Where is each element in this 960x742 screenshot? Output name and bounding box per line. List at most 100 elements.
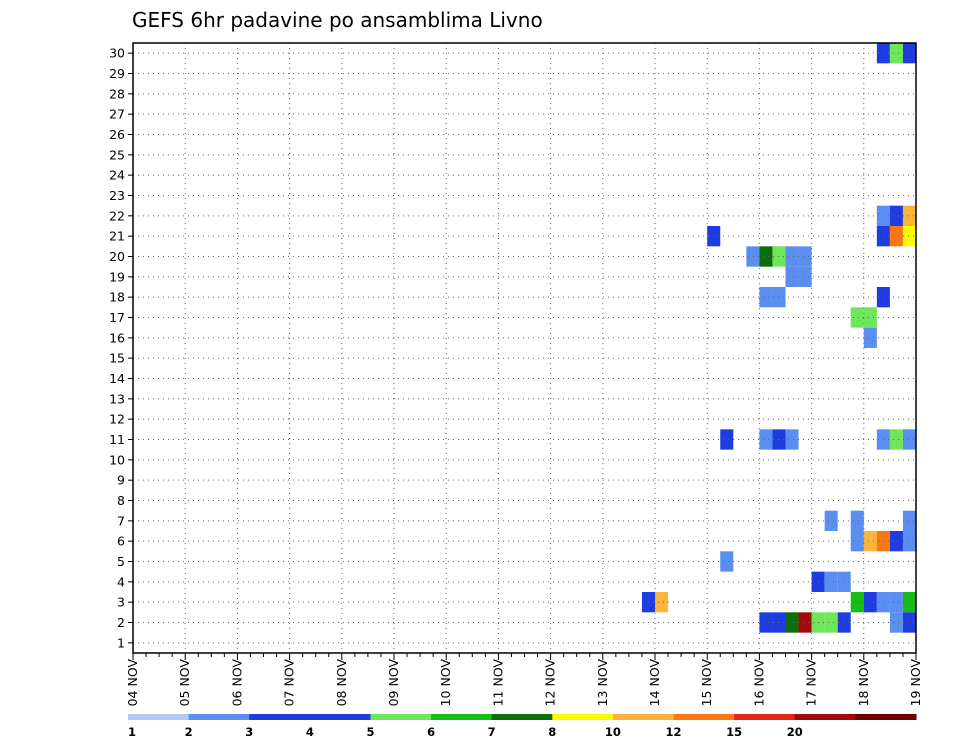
y-tick-label: 22 — [109, 208, 125, 223]
cell — [759, 612, 773, 633]
cell — [655, 592, 669, 613]
cell — [720, 429, 734, 450]
cell — [824, 571, 838, 592]
colorbar-label: 15 — [726, 725, 742, 739]
y-tick-label: 3 — [117, 595, 125, 610]
y-tick-label: 12 — [109, 412, 125, 427]
y-tick-label: 2 — [117, 615, 125, 630]
colorbar-label: 7 — [488, 725, 496, 739]
colorbar-swatch — [734, 714, 796, 720]
colorbar-swatch — [128, 714, 190, 720]
cell — [902, 510, 916, 531]
cell — [889, 43, 903, 64]
cell — [902, 226, 916, 247]
colorbar-label: 10 — [605, 725, 621, 739]
y-axis: 1234567891011121314151617181920212223242… — [109, 46, 133, 650]
x-tick-label: 07 NOV — [282, 659, 297, 707]
cell — [863, 327, 877, 348]
colorbar-label: 5 — [366, 725, 374, 739]
x-tick-label: 10 NOV — [438, 659, 453, 707]
cell — [863, 531, 877, 552]
colorbar-swatch — [794, 714, 856, 720]
colorbar-swatch — [431, 714, 493, 720]
cell — [785, 429, 799, 450]
cell — [889, 205, 903, 226]
y-tick-label: 7 — [117, 513, 125, 528]
y-tick-label: 11 — [109, 432, 125, 447]
cell — [798, 612, 812, 633]
colorbar: 1 2 3 4 5 6 7 8 10 12 15 20 — [128, 714, 917, 739]
cell — [759, 246, 773, 267]
colorbar-label: 4 — [306, 725, 314, 739]
colorbar-label: 6 — [427, 725, 435, 739]
cell — [889, 226, 903, 247]
y-tick-label: 8 — [117, 493, 125, 508]
x-tick-label: 06 NOV — [229, 659, 244, 707]
colorbar-swatch — [552, 714, 614, 720]
colorbar-label: 20 — [787, 725, 803, 739]
y-tick-label: 21 — [109, 229, 125, 244]
cell — [889, 612, 903, 633]
cell — [850, 307, 864, 328]
cell — [850, 531, 864, 552]
cell — [902, 592, 916, 613]
y-tick-label: 25 — [109, 147, 125, 162]
cell — [902, 205, 916, 226]
x-tick-label: 05 NOV — [177, 659, 192, 707]
y-tick-label: 28 — [109, 86, 125, 101]
cell — [759, 287, 773, 308]
cell — [785, 612, 799, 633]
cell — [850, 510, 864, 531]
cell — [889, 429, 903, 450]
cell — [889, 592, 903, 613]
colorbar-swatch — [855, 714, 917, 720]
colorbar-swatch — [309, 714, 371, 720]
y-tick-label: 5 — [117, 554, 125, 569]
grid-layer — [133, 43, 916, 653]
y-tick-label: 15 — [109, 351, 125, 366]
y-tick-label: 6 — [117, 534, 125, 549]
colorbar-swatch — [612, 714, 675, 720]
cell — [837, 612, 851, 633]
colorbar-swatch — [370, 714, 432, 720]
cell — [902, 43, 916, 64]
x-tick-label: 19 NOV — [908, 659, 923, 707]
x-tick-label: 18 NOV — [856, 659, 871, 707]
y-tick-label: 16 — [109, 330, 125, 345]
y-tick-label: 19 — [109, 269, 125, 284]
colorbar-swatch — [249, 714, 311, 720]
x-tick-label: 08 NOV — [334, 659, 349, 707]
cell — [850, 592, 864, 613]
cell — [824, 612, 838, 633]
colorbar-label: 3 — [245, 725, 253, 739]
y-tick-label: 13 — [109, 391, 125, 406]
cell — [902, 612, 916, 633]
cell — [785, 266, 799, 287]
x-tick-label: 09 NOV — [386, 659, 401, 707]
y-tick-label: 27 — [109, 107, 125, 122]
x-axis: 04 NOV 05 NOV 06 NOV 07 NOV 08 NOV 09 NOV 10 N… — [125, 653, 923, 706]
cell — [746, 246, 760, 267]
y-tick-label: 30 — [109, 46, 125, 61]
y-tick-label: 29 — [109, 66, 125, 81]
x-tick-label: 12 NOV — [543, 659, 558, 707]
y-tick-label: 17 — [109, 310, 125, 325]
cell — [837, 571, 851, 592]
y-tick-label: 24 — [109, 168, 125, 183]
cell — [889, 531, 903, 552]
x-tick-label: 17 NOV — [804, 659, 819, 707]
cell — [863, 592, 877, 613]
colorbar-label: 12 — [666, 725, 682, 739]
y-tick-label: 4 — [117, 574, 125, 589]
y-tick-label: 26 — [109, 127, 125, 142]
colorbar-label: 1 — [128, 725, 136, 739]
x-tick-label: 04 NOV — [125, 659, 140, 707]
chart-title: GEFS 6hr padavine po ansamblima Livno — [132, 8, 543, 32]
y-tick-label: 23 — [109, 188, 125, 203]
colorbar-label: 8 — [548, 725, 556, 739]
cell — [863, 307, 877, 328]
cell — [902, 429, 916, 450]
cell — [824, 510, 838, 531]
colorbar-label: 2 — [185, 725, 193, 739]
